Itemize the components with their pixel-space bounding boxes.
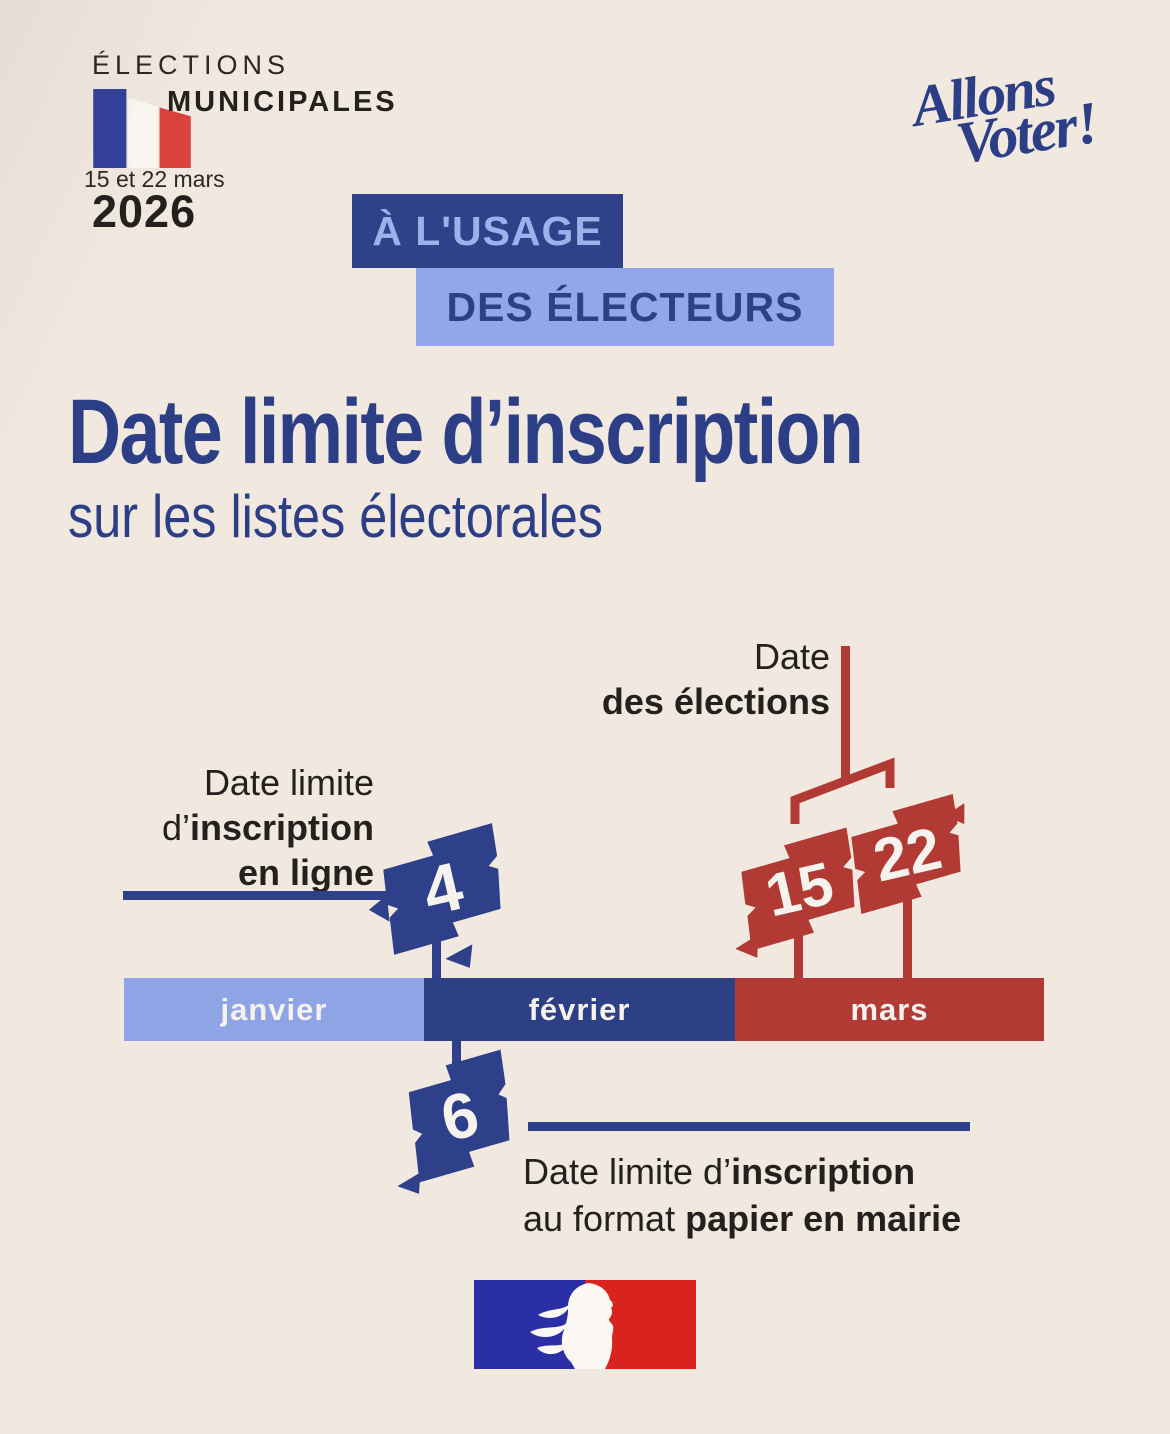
elections-connector-line bbox=[841, 646, 850, 778]
label-paper-deadline: Date limite d’inscription au format papi… bbox=[523, 1151, 962, 1239]
timeline-bar: janvier février mars bbox=[124, 978, 1044, 1041]
month-segment-janvier: janvier bbox=[124, 978, 424, 1041]
stem-day22 bbox=[903, 896, 912, 982]
page-subtitle: sur les listes électorales bbox=[68, 483, 604, 550]
banner-des-electeurs: DES ÉLECTEURS bbox=[416, 268, 834, 346]
online-connector-line bbox=[123, 891, 395, 900]
month-segment-fevrier: février bbox=[424, 978, 735, 1041]
label-online-deadline: Date limite d’inscription en ligne bbox=[161, 762, 374, 893]
kicker-elections: ÉLECTIONS bbox=[92, 50, 291, 80]
election-year: 2026 bbox=[92, 186, 197, 237]
page-title: Date limite d’inscription bbox=[68, 381, 864, 483]
label-election-dates: Date des élections bbox=[601, 636, 830, 722]
elections-bracket bbox=[790, 757, 895, 824]
election-dates-text: 15 et 22 mars bbox=[84, 166, 225, 192]
badge-day-4: 4 bbox=[382, 819, 505, 959]
marianne-government-logo bbox=[474, 1280, 696, 1369]
stem-day4 bbox=[432, 938, 441, 982]
kicker-municipales: MUNICIPALES bbox=[167, 86, 398, 118]
badge-day-6: 6 bbox=[407, 1045, 513, 1186]
banner-a-l-usage: À L'USAGE bbox=[352, 194, 623, 268]
month-segment-mars: mars bbox=[735, 978, 1044, 1041]
torn-shard bbox=[444, 944, 479, 973]
french-flag-icon bbox=[93, 88, 191, 168]
stem-day6 bbox=[452, 1036, 461, 1072]
paper-connector-line bbox=[528, 1122, 970, 1131]
allons-voter-logo: Allons Voter! bbox=[908, 51, 1102, 180]
stem-day15 bbox=[794, 932, 803, 982]
